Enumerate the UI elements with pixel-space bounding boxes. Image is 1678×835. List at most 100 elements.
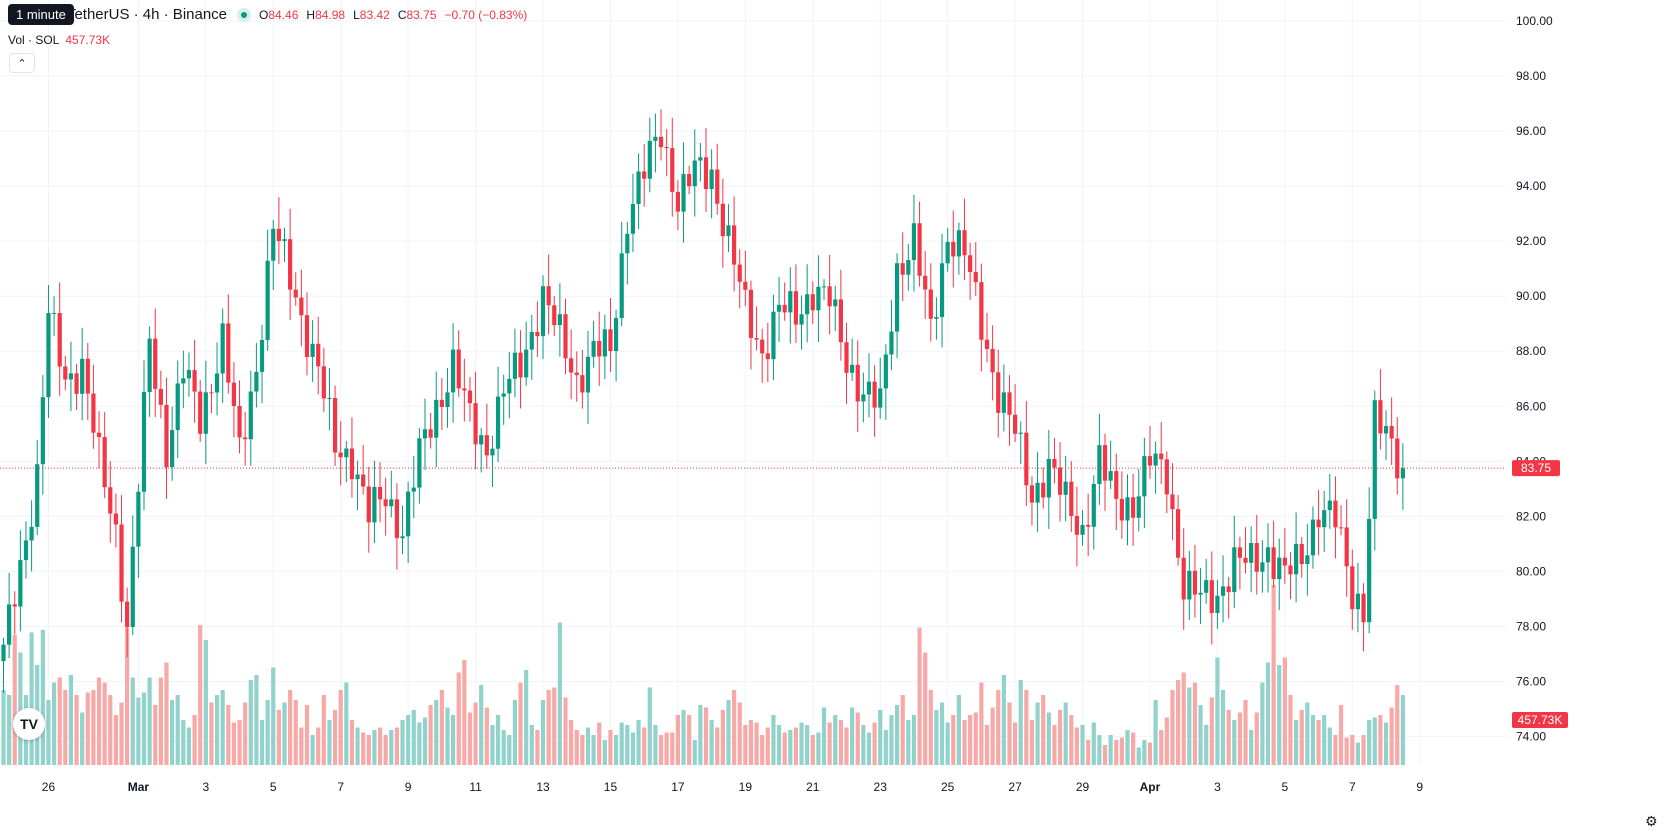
volume-bar [585, 727, 591, 765]
gear-icon[interactable]: ⚙ [1645, 813, 1658, 829]
candle-body [1322, 510, 1327, 528]
candle-body [29, 526, 34, 541]
volume-bar [625, 725, 630, 765]
candle-body [35, 464, 40, 527]
candle-body [484, 435, 489, 456]
candle-body [939, 263, 945, 317]
candle-body [1013, 414, 1018, 434]
candle-body [647, 140, 652, 179]
volume-bar [608, 730, 613, 765]
volume-bar [1192, 682, 1198, 765]
volume-bar [1024, 690, 1029, 765]
volume-bar [883, 730, 888, 765]
candle-body [1052, 458, 1057, 468]
candle-body [670, 148, 675, 192]
volume-bar [1305, 702, 1310, 765]
volume-bar [1338, 705, 1344, 765]
candle-body [591, 340, 596, 357]
candle-body [12, 604, 17, 607]
collapse-legend-button[interactable]: ⌃ [9, 53, 35, 73]
candle-body [512, 352, 518, 379]
candle-body [990, 348, 995, 373]
tradingview-logo[interactable]: TV [13, 708, 45, 740]
candle-body [979, 282, 984, 340]
candle-body [164, 404, 169, 468]
candle-body [878, 388, 883, 408]
candle-body [332, 397, 338, 453]
volume-bar [125, 627, 130, 765]
price-tick-label: 96.00 [1516, 124, 1546, 138]
candle-body [74, 373, 79, 394]
volume-bar [1383, 722, 1389, 765]
volume-bar [344, 682, 349, 765]
volume-bar [29, 632, 34, 765]
candle-body [507, 378, 512, 394]
price-tick-label: 80.00 [1516, 564, 1546, 578]
volume-bar [119, 702, 124, 765]
volume-bar [855, 712, 860, 765]
volume-bar [226, 705, 231, 765]
open-value: O84.46 [259, 7, 299, 22]
candle-body [569, 358, 574, 373]
candle-body [630, 204, 636, 234]
volume-bar [141, 692, 147, 765]
volume-bar [518, 682, 523, 765]
volume-bar [613, 735, 619, 765]
candle-body [254, 371, 259, 392]
price-axis[interactable]: 74.0076.0078.0080.0082.0084.0086.0088.00… [1512, 14, 1568, 743]
candle-body [451, 349, 456, 393]
candle-body [788, 291, 793, 313]
candle-body [288, 239, 293, 290]
volume-bar [1367, 720, 1372, 765]
volume-bar [1327, 727, 1332, 765]
volume-bar [1243, 700, 1248, 765]
market-status-icon[interactable] [237, 7, 252, 22]
candle-body [1063, 481, 1068, 495]
volume-bar [108, 695, 113, 765]
candle-body [850, 364, 855, 373]
candle-body [1215, 595, 1220, 613]
candle-body [192, 370, 197, 392]
volume-bar [439, 690, 444, 765]
volume-bar [1114, 740, 1119, 765]
volume-bar [355, 727, 360, 765]
volume-bar [1344, 737, 1349, 765]
candle-body [355, 474, 360, 480]
volume-bar [1069, 715, 1074, 765]
volume-bar [181, 720, 186, 765]
volume-bar [591, 735, 596, 765]
candle-body [872, 381, 877, 408]
time-axis[interactable]: 26 Mar 3 5 7 9 11 13 15 17 19 21 23 25 27 29 Apr 3 5 7 9 [42, 780, 1424, 794]
candle-body [299, 297, 304, 316]
volume-bar [434, 700, 439, 765]
volume-bar [1131, 732, 1136, 765]
volume-bar [130, 677, 135, 765]
candle-body [1305, 555, 1310, 565]
volume-value: 457.73K [65, 33, 111, 47]
candle-body [1069, 481, 1074, 516]
volume-bar [630, 732, 636, 765]
volume-bar [681, 710, 686, 765]
candle-body [417, 438, 422, 488]
volume-bar [1372, 717, 1377, 765]
candle-body [147, 338, 152, 392]
candle-body [243, 437, 248, 440]
candle-body [203, 392, 208, 434]
candle-body [237, 406, 242, 438]
volume-bar [1170, 690, 1175, 765]
candle-body [984, 339, 990, 349]
candle-body [1153, 453, 1158, 466]
time-tick-label: 17 [671, 780, 685, 794]
candle-body [844, 342, 849, 373]
candle-body [1187, 570, 1192, 600]
volume-bar [636, 720, 641, 765]
volume-bar [782, 732, 787, 765]
candle-body [687, 173, 692, 187]
volume-bar [1260, 682, 1265, 765]
volume-bar [962, 720, 967, 765]
candle-body [1243, 557, 1248, 563]
volume-bar [254, 675, 259, 765]
time-tick-label: Mar [128, 780, 150, 794]
candle-body [1327, 500, 1332, 511]
